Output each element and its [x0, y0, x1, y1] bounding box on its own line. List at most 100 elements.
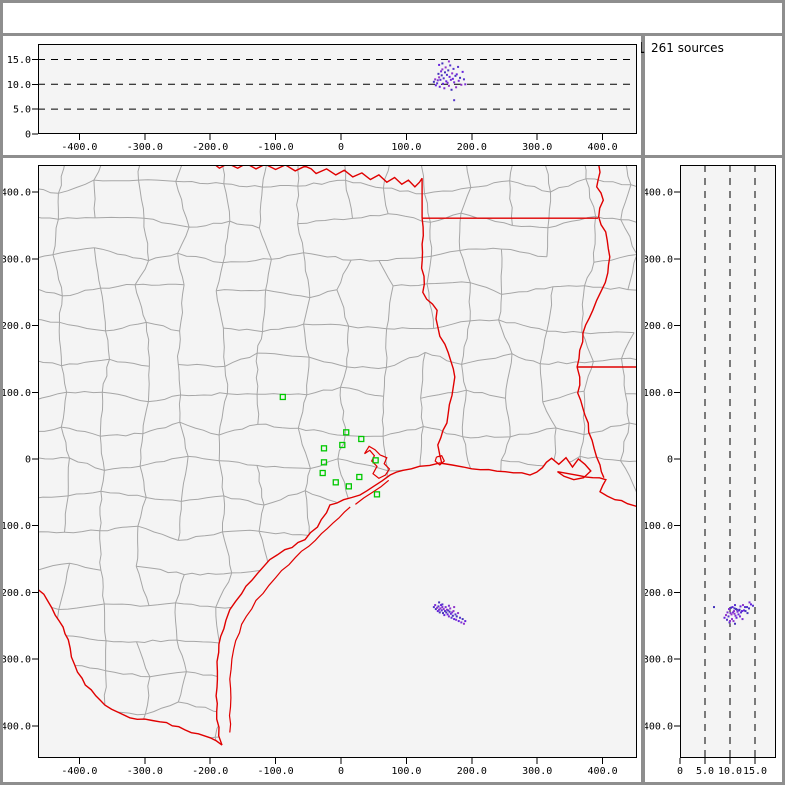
source-point	[752, 604, 754, 607]
source-point	[448, 610, 451, 613]
source-count-label: 261 sources	[651, 41, 724, 55]
source-point	[434, 608, 437, 611]
tick-label: -100.0	[258, 766, 294, 777]
source-point	[462, 78, 465, 81]
source-point	[451, 72, 454, 75]
source-point	[442, 612, 445, 615]
tick-label: 15.0	[743, 766, 767, 777]
tick-label: -100.0	[645, 521, 673, 532]
tick-label: -200.0	[3, 588, 31, 599]
altitude-east-plot[interactable]: 15.0 10.0 5.0 0 -400.0 -300.0 -200.0 -100.0 0 100…	[3, 36, 641, 155]
tick-label: 0	[25, 455, 31, 466]
tick-label: -100.0	[258, 142, 294, 153]
tick-label: 0	[338, 766, 344, 777]
source-point	[436, 610, 439, 613]
tick-label: -200.0	[645, 588, 673, 599]
tick-label: 10.0	[7, 80, 31, 91]
source-point	[438, 63, 441, 66]
source-point	[457, 79, 460, 82]
lightning-sources	[432, 60, 467, 102]
source-point	[439, 78, 442, 81]
source-point	[737, 613, 740, 616]
title-bar: Houston Lightning Mapping Array 0400-050…	[3, 3, 782, 57]
plan-view-plot[interactable]: -400.0 -300.0 -200.0 -100.0 0 100.0 200.0 300.0…	[3, 158, 641, 782]
rio-grande-border	[38, 589, 223, 746]
tick-label: 300.0	[3, 254, 31, 265]
source-point	[738, 608, 741, 611]
source-point	[457, 65, 460, 68]
source-point	[726, 611, 729, 614]
map-panel: -400.0 -300.0 -200.0 -100.0 0 100.0 200.0 300.0…	[3, 158, 641, 782]
source-point	[446, 613, 449, 616]
tick-label: -300.0	[645, 655, 673, 666]
source-point	[436, 606, 439, 609]
tick-label: 0	[667, 455, 673, 466]
source-point	[449, 612, 452, 615]
source-point	[443, 610, 446, 613]
source-point	[455, 618, 458, 621]
tick-label: 300.0	[522, 142, 552, 153]
source-point	[741, 618, 744, 621]
source-point	[447, 615, 450, 618]
source-point	[453, 81, 456, 84]
source-point	[441, 603, 444, 606]
source-point	[446, 81, 449, 84]
state-borders	[38, 165, 637, 746]
source-point	[440, 609, 443, 612]
tick-label: -300.0	[3, 655, 31, 666]
tick-label: 200.0	[645, 321, 673, 332]
tick-label: -200.0	[192, 766, 228, 777]
source-point	[447, 604, 450, 607]
source-point	[447, 84, 450, 87]
source-point	[735, 616, 738, 619]
lma-station	[372, 457, 379, 464]
lma-station	[320, 459, 328, 466]
lma-station	[339, 441, 346, 449]
lma-station	[356, 473, 363, 481]
source-point	[750, 603, 752, 606]
source-point	[451, 611, 454, 614]
tick-label: -400.0	[645, 721, 673, 732]
source-point	[741, 610, 743, 613]
source-point	[746, 606, 748, 609]
source-point	[746, 612, 749, 615]
source-point	[739, 605, 742, 608]
north-altitude-plot[interactable]: 400.0 300.0 200.0 100.0 0 -100.0 -200.0 -300.0 -…	[645, 158, 782, 782]
tick-label: 0	[338, 142, 344, 153]
source-point	[740, 611, 742, 614]
source-point	[434, 604, 437, 607]
map-axes: -400.0 -300.0 -200.0 -100.0 0 100.0 200.0 300.0…	[3, 165, 637, 777]
source-point	[460, 621, 463, 624]
source-point	[744, 606, 746, 609]
lma-station	[358, 435, 365, 443]
source-point	[460, 83, 463, 86]
tick-label: 200.0	[457, 142, 487, 153]
lma-station	[345, 483, 352, 490]
source-point	[452, 67, 455, 70]
source-point	[441, 62, 444, 65]
source-point	[440, 74, 443, 77]
tick-label: 5.0	[13, 105, 31, 116]
source-point	[438, 76, 441, 79]
tick-label: 0	[25, 130, 31, 141]
source-count-panel: 261 sources	[645, 36, 782, 155]
source-point	[461, 618, 464, 621]
source-point	[732, 611, 734, 614]
source-point	[449, 78, 452, 81]
source-point	[453, 99, 456, 102]
gulf-of-mexico	[38, 457, 637, 758]
tick-label: -400.0	[61, 766, 97, 777]
source-point	[443, 71, 446, 74]
source-point	[432, 606, 435, 609]
source-point	[437, 72, 440, 75]
tick-label: 300.0	[522, 766, 552, 777]
tick-label: 200.0	[3, 321, 31, 332]
source-point	[440, 70, 443, 73]
source-point	[444, 66, 447, 69]
sabine-river-border	[420, 218, 456, 464]
source-point	[438, 608, 441, 611]
tick-label: 400.0	[588, 142, 618, 153]
source-point	[735, 608, 737, 611]
source-point	[445, 73, 448, 76]
